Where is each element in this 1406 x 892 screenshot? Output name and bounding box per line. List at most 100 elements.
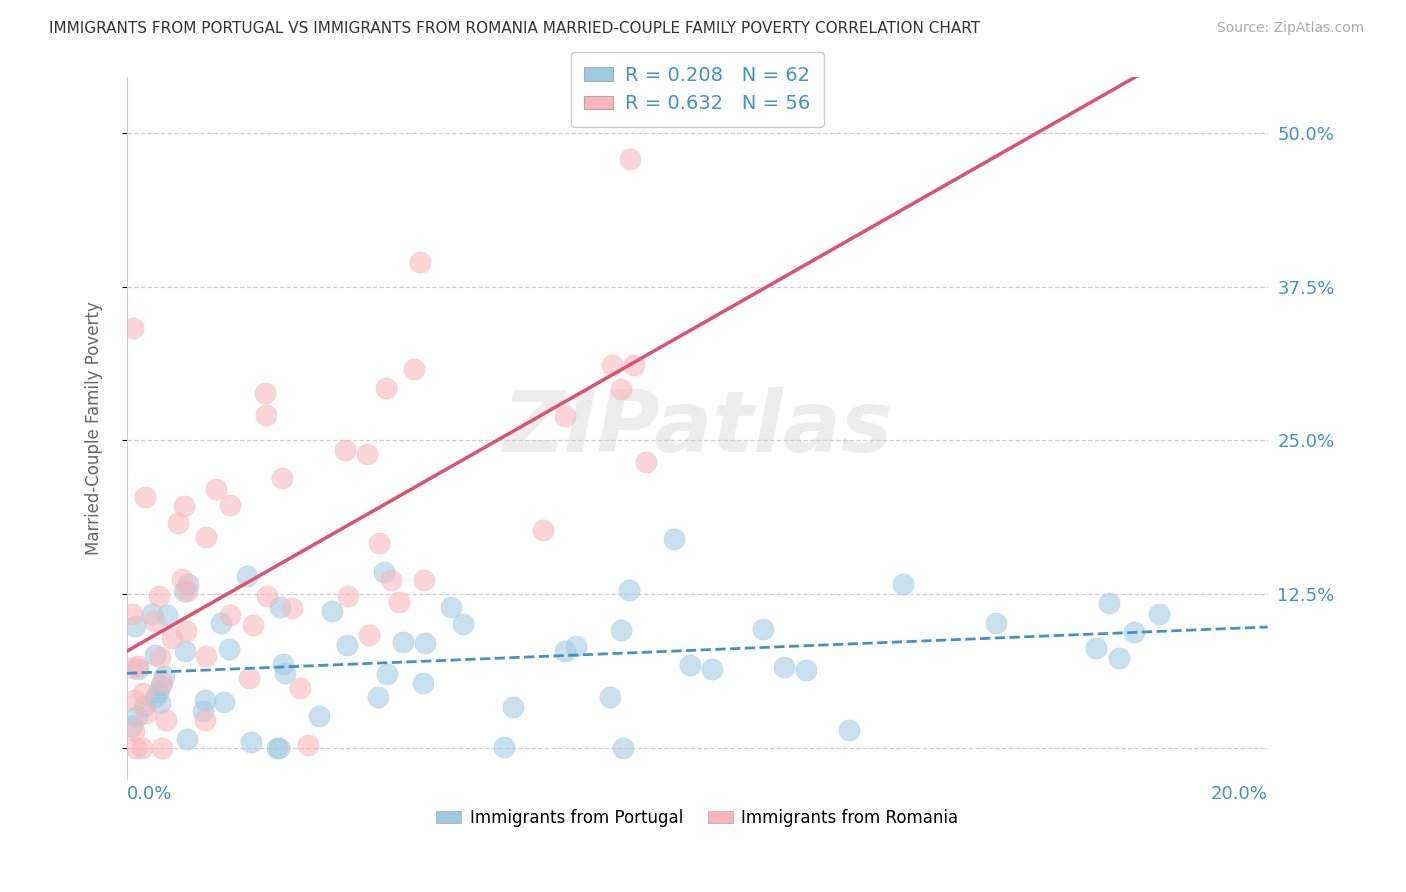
Point bbox=[1085, 641, 1108, 656]
Legend: Immigrants from Portugal, Immigrants from Romania: Immigrants from Portugal, Immigrants fro… bbox=[430, 803, 965, 834]
Point bbox=[531, 523, 554, 537]
Point bbox=[254, 408, 277, 422]
Point bbox=[135, 706, 157, 720]
Point bbox=[271, 471, 294, 485]
Point bbox=[440, 599, 463, 614]
Point bbox=[599, 690, 621, 705]
Point bbox=[412, 676, 434, 690]
Point bbox=[391, 635, 413, 649]
Text: 20.0%: 20.0% bbox=[1211, 785, 1268, 803]
Point bbox=[218, 607, 240, 622]
Point bbox=[155, 713, 177, 727]
Point bbox=[194, 693, 217, 707]
Point bbox=[121, 320, 143, 334]
Point bbox=[1108, 651, 1130, 665]
Text: IMMIGRANTS FROM PORTUGAL VS IMMIGRANTS FROM ROMANIA MARRIED-COUPLE FAMILY POVERT: IMMIGRANTS FROM PORTUGAL VS IMMIGRANTS F… bbox=[49, 21, 980, 36]
Point bbox=[124, 618, 146, 632]
Point bbox=[176, 583, 198, 598]
Point bbox=[209, 615, 232, 630]
Point bbox=[404, 362, 426, 376]
Point bbox=[141, 607, 163, 621]
Point bbox=[610, 623, 633, 637]
Point bbox=[173, 584, 195, 599]
Point bbox=[451, 617, 474, 632]
Point bbox=[413, 573, 436, 587]
Point bbox=[146, 685, 169, 699]
Point bbox=[388, 594, 411, 608]
Point bbox=[600, 358, 623, 372]
Point bbox=[156, 608, 179, 623]
Point bbox=[367, 690, 389, 704]
Point bbox=[356, 447, 378, 461]
Point bbox=[838, 723, 860, 737]
Point bbox=[1122, 625, 1144, 640]
Point bbox=[891, 577, 914, 591]
Point bbox=[240, 735, 263, 749]
Point bbox=[281, 601, 304, 615]
Point bbox=[176, 732, 198, 747]
Point bbox=[194, 713, 217, 727]
Point bbox=[619, 152, 641, 166]
Point bbox=[170, 572, 193, 586]
Point bbox=[333, 443, 356, 458]
Point bbox=[122, 692, 145, 706]
Point bbox=[125, 708, 148, 723]
Point bbox=[374, 381, 396, 395]
Text: Source: ZipAtlas.com: Source: ZipAtlas.com bbox=[1216, 21, 1364, 35]
Point bbox=[408, 255, 430, 269]
Point bbox=[125, 741, 148, 756]
Point bbox=[610, 382, 633, 396]
Point bbox=[127, 659, 149, 673]
Point bbox=[266, 741, 288, 756]
Point bbox=[1147, 607, 1170, 621]
Point bbox=[153, 669, 176, 683]
Point bbox=[367, 536, 389, 550]
Point bbox=[194, 530, 217, 544]
Point bbox=[143, 690, 166, 705]
Point bbox=[290, 681, 312, 695]
Point bbox=[143, 648, 166, 662]
Point bbox=[308, 709, 330, 723]
Point bbox=[502, 700, 524, 714]
Point bbox=[297, 739, 319, 753]
Point bbox=[492, 740, 515, 755]
Point bbox=[195, 649, 218, 664]
Point bbox=[274, 666, 297, 681]
Point bbox=[986, 615, 1008, 630]
Point bbox=[132, 698, 155, 713]
Point bbox=[373, 565, 395, 579]
Point bbox=[236, 569, 259, 583]
Point bbox=[132, 686, 155, 700]
Point bbox=[150, 741, 173, 756]
Point bbox=[212, 694, 235, 708]
Point bbox=[122, 724, 145, 739]
Point bbox=[772, 660, 794, 674]
Point bbox=[612, 741, 634, 756]
Point bbox=[173, 644, 195, 658]
Point bbox=[357, 627, 380, 641]
Point bbox=[121, 661, 143, 675]
Point bbox=[167, 516, 190, 531]
Point bbox=[678, 657, 700, 672]
Point bbox=[634, 455, 657, 469]
Point bbox=[269, 599, 291, 614]
Point bbox=[127, 663, 149, 677]
Point bbox=[191, 704, 214, 718]
Point bbox=[150, 675, 173, 690]
Point bbox=[619, 583, 641, 598]
Text: 0.0%: 0.0% bbox=[127, 785, 173, 803]
Point bbox=[662, 532, 685, 546]
Point bbox=[121, 719, 143, 733]
Text: ZIPatlas: ZIPatlas bbox=[502, 386, 893, 470]
Point bbox=[238, 671, 260, 685]
Point bbox=[162, 632, 184, 646]
Point bbox=[131, 741, 153, 756]
Point bbox=[1097, 596, 1119, 610]
Point bbox=[554, 644, 576, 658]
Point bbox=[134, 490, 156, 504]
Point bbox=[321, 604, 343, 618]
Point bbox=[413, 636, 436, 650]
Point bbox=[336, 590, 359, 604]
Point bbox=[219, 498, 242, 512]
Point bbox=[554, 409, 576, 424]
